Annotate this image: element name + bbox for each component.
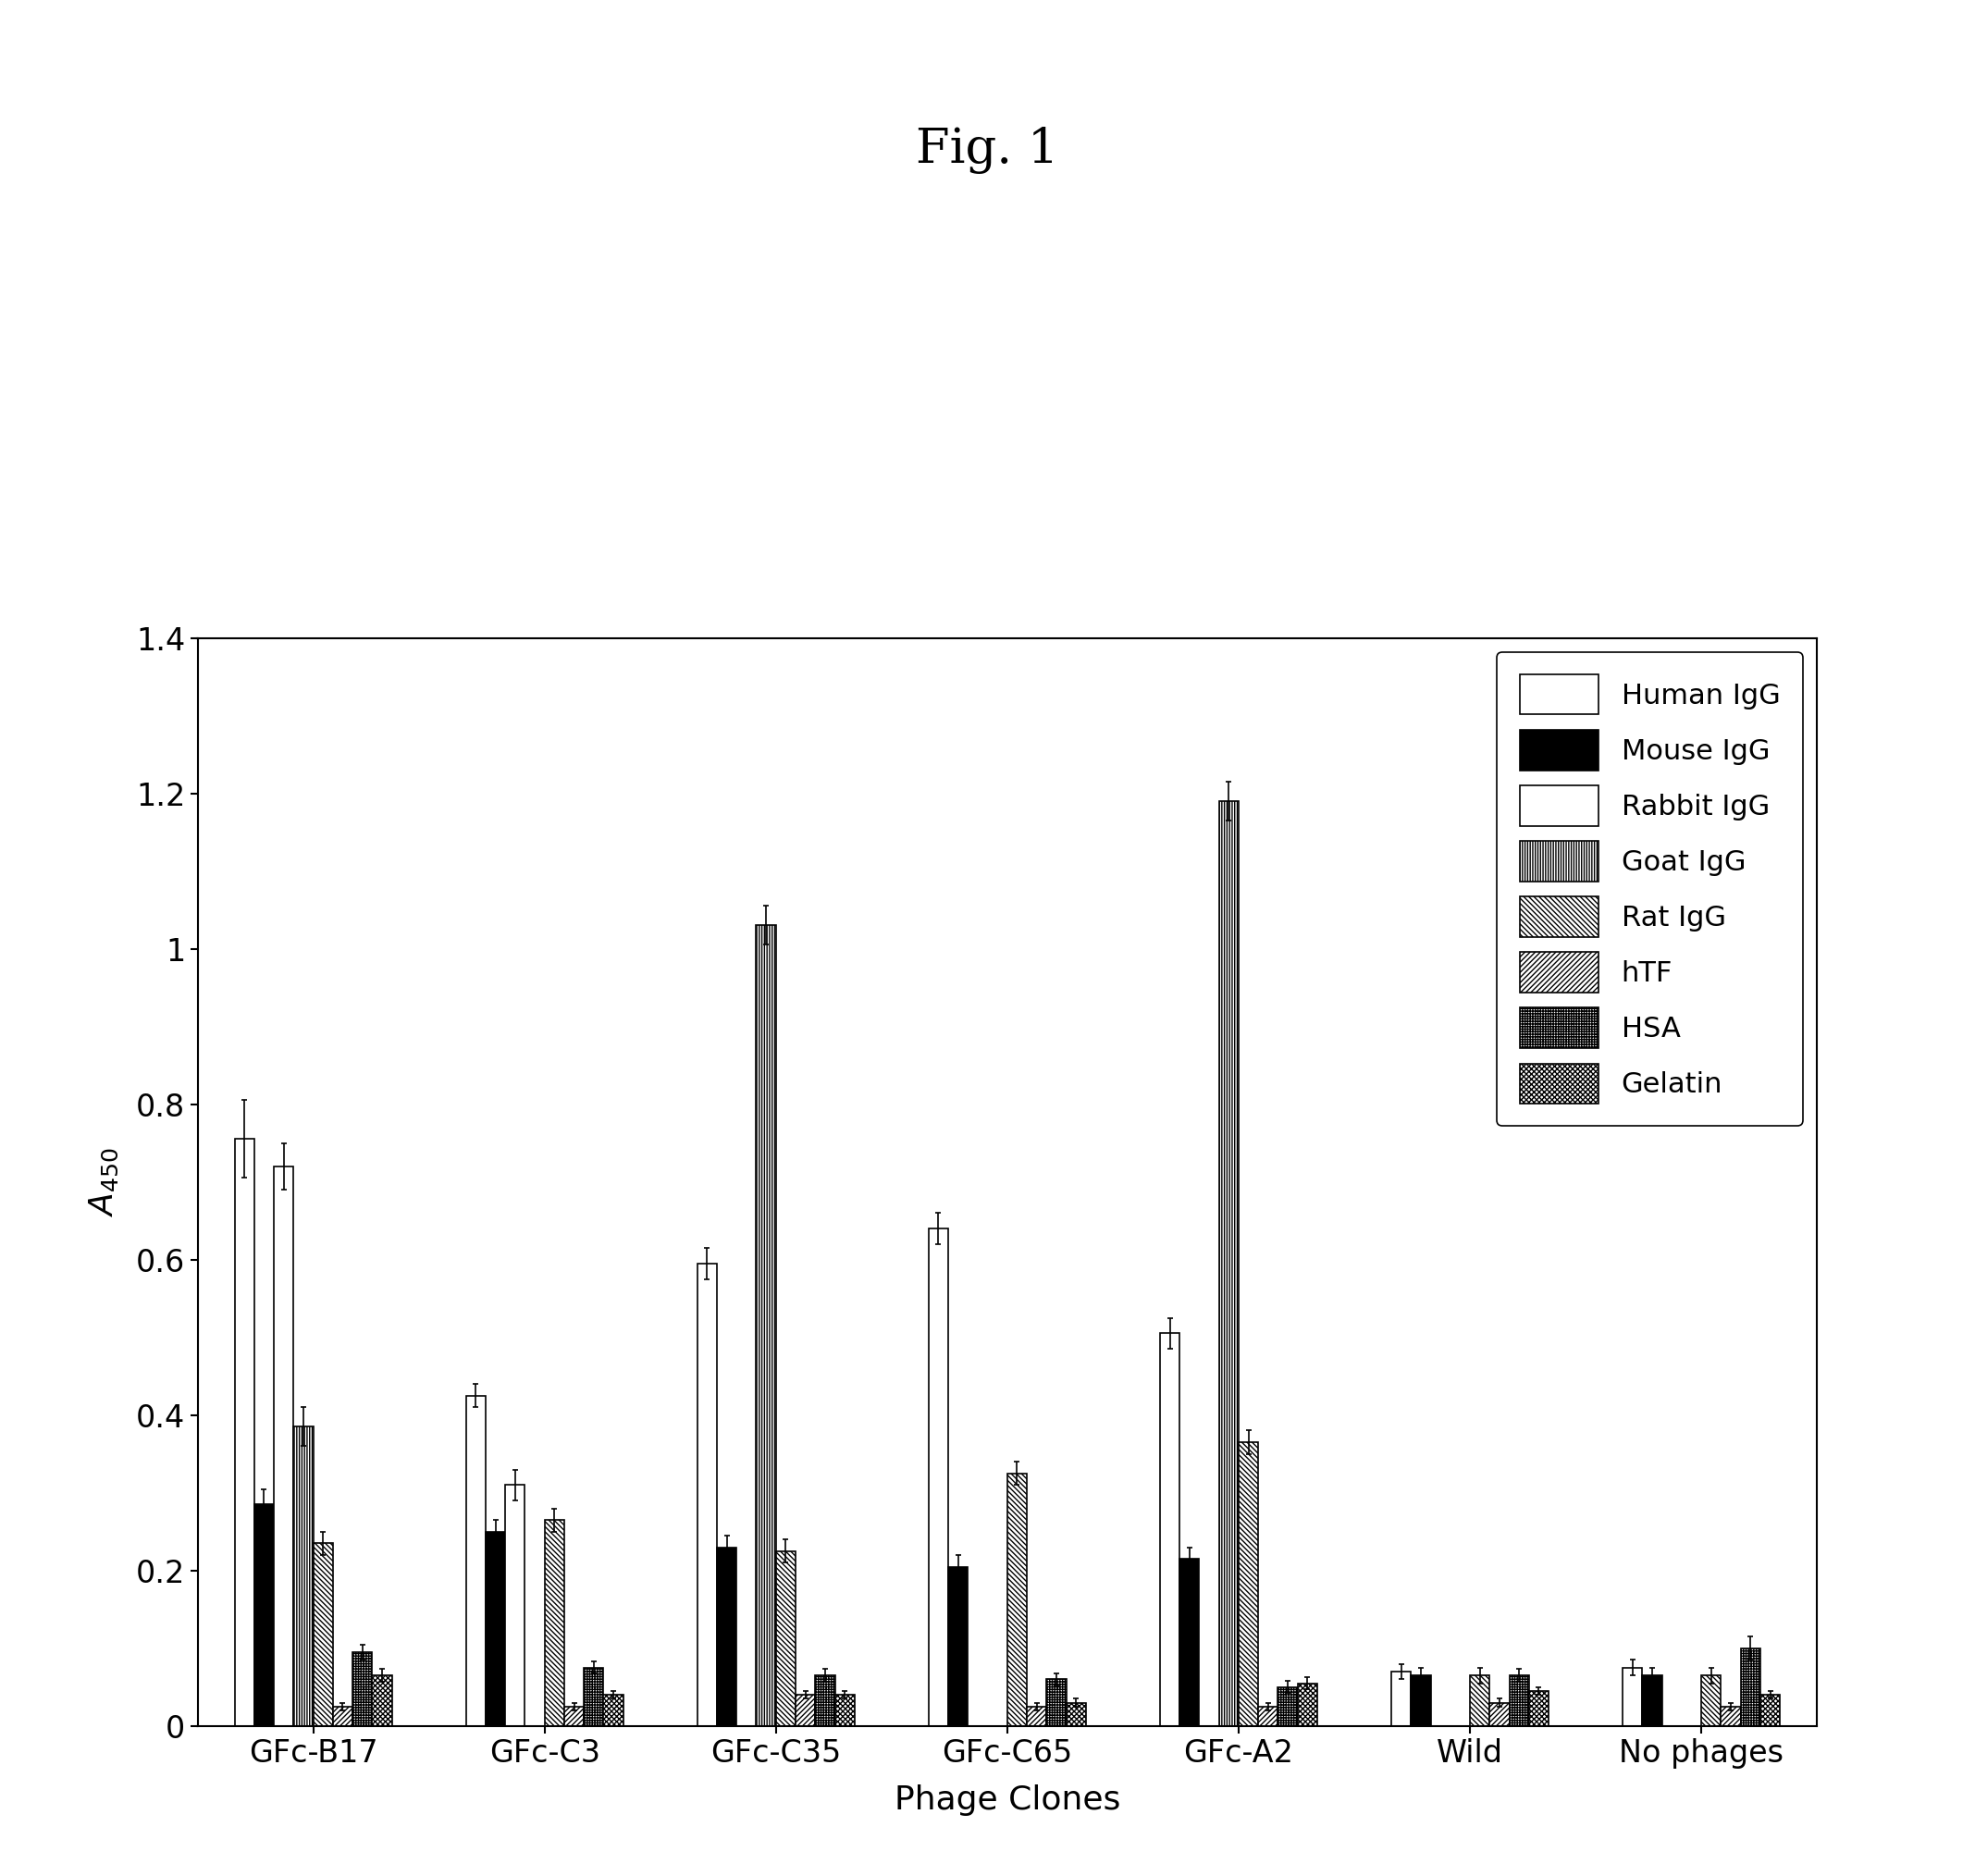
Bar <box>585 1668 604 1726</box>
Bar <box>1390 1672 1410 1726</box>
Bar <box>1469 1675 1489 1726</box>
Bar <box>816 1675 835 1726</box>
Bar <box>1623 1668 1643 1726</box>
Legend: Human IgG, Mouse IgG, Rabbit IgG, Goat IgG, Rat IgG, hTF, HSA, Gelatin: Human IgG, Mouse IgG, Rabbit IgG, Goat I… <box>1497 653 1803 1126</box>
Bar <box>1258 1707 1278 1726</box>
Bar <box>314 1544 334 1726</box>
Bar <box>928 1229 948 1726</box>
Bar <box>948 1566 968 1726</box>
Bar <box>835 1694 855 1726</box>
Bar <box>697 1264 717 1726</box>
Bar <box>1700 1675 1720 1726</box>
Bar <box>796 1694 816 1726</box>
Bar <box>1027 1707 1047 1726</box>
Bar <box>294 1426 314 1726</box>
Bar <box>1047 1679 1066 1726</box>
Bar <box>1489 1703 1509 1726</box>
Y-axis label: $A_{450}$: $A_{450}$ <box>87 1146 120 1218</box>
Bar <box>1179 1559 1199 1726</box>
Bar <box>1067 1703 1086 1726</box>
Bar <box>1760 1694 1779 1726</box>
Bar <box>717 1548 737 1726</box>
Text: Fig. 1: Fig. 1 <box>916 126 1059 174</box>
Bar <box>1007 1473 1027 1726</box>
Bar <box>235 1139 255 1726</box>
Bar <box>1298 1683 1317 1726</box>
Bar <box>371 1675 391 1726</box>
Bar <box>565 1707 585 1726</box>
Bar <box>1643 1675 1663 1726</box>
Bar <box>1529 1690 1548 1726</box>
Bar <box>486 1531 506 1726</box>
Bar <box>1278 1687 1298 1726</box>
Bar <box>545 1520 565 1726</box>
Bar <box>1509 1675 1529 1726</box>
Bar <box>1410 1675 1430 1726</box>
X-axis label: Phage Clones: Phage Clones <box>895 1784 1120 1816</box>
Bar <box>776 1551 796 1726</box>
Bar <box>352 1653 371 1726</box>
Bar <box>1740 1649 1760 1726</box>
Bar <box>756 925 776 1726</box>
Bar <box>334 1707 352 1726</box>
Bar <box>1238 1443 1258 1726</box>
Bar <box>466 1396 486 1726</box>
Bar <box>1159 1334 1179 1726</box>
Bar <box>506 1486 525 1726</box>
Bar <box>1720 1707 1740 1726</box>
Bar <box>255 1505 275 1726</box>
Bar <box>1219 801 1238 1726</box>
Bar <box>604 1694 624 1726</box>
Bar <box>275 1167 294 1726</box>
